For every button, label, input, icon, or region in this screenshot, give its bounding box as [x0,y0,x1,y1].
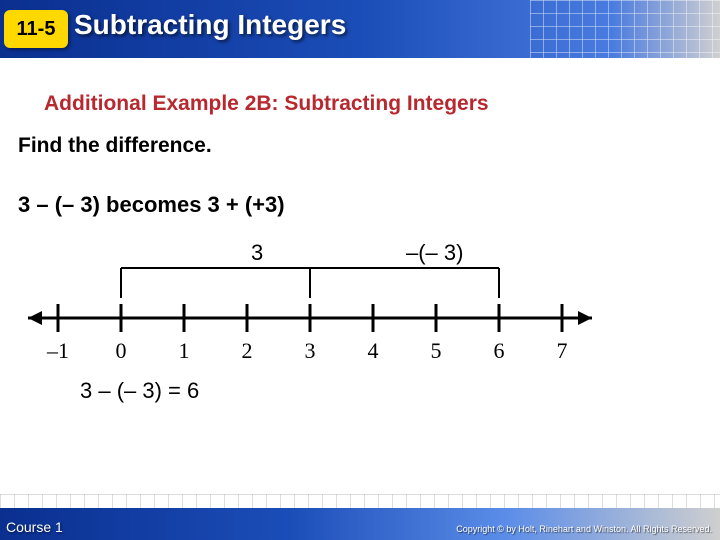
instruction: Find the difference. [18,134,684,158]
footer-bar: Course 1 Copyright © by Holt, Rinehart a… [0,508,720,540]
lesson-title: Subtracting Integers [74,9,346,41]
header-bar: 11-5 Subtracting Integers [0,0,720,58]
svg-text:4: 4 [368,338,379,363]
segment-label-b: –(– 3) [406,240,463,266]
svg-text:3: 3 [305,338,316,363]
example-header: Additional Example 2B: Subtracting Integ… [44,92,684,116]
svg-text:0: 0 [116,338,127,363]
svg-text:7: 7 [557,338,568,363]
svg-text:1: 1 [179,338,190,363]
content-area: Additional Example 2B: Subtracting Integ… [0,58,720,404]
lesson-number-badge: 11-5 [4,10,68,48]
footer-grid-decor [0,494,720,508]
number-line-svg: –1 0 1 2 3 4 5 6 7 [18,228,698,378]
svg-text:5: 5 [431,338,442,363]
copyright-text: Copyright © by Holt, Rinehart and Winsto… [456,524,712,534]
svg-text:2: 2 [242,338,253,363]
transform-line: 3 – (– 3) becomes 3 + (+3) [18,192,684,218]
segment-label-a: 3 [251,240,263,266]
svg-text:6: 6 [494,338,505,363]
header-grid-decor [530,0,720,58]
result-line: 3 – (– 3) = 6 [80,378,684,404]
course-label: Course 1 [6,519,63,535]
svg-text:–1: –1 [46,338,69,363]
number-line-diagram: 3 –(– 3) –1 0 1 2 3 4 5 6 7 [18,228,684,378]
